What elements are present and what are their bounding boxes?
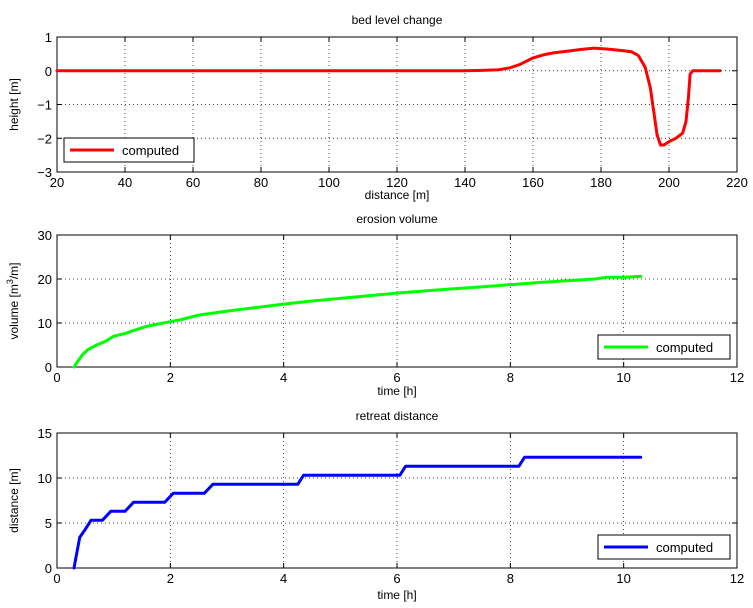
y-axis-label: distance [m] [7,468,21,533]
x-tick-label: 0 [53,571,60,586]
y-tick-label: 20 [38,272,52,287]
series-line-computed [72,455,643,570]
legend: computed [597,334,731,360]
x-axis-label: distance [m] [365,188,430,202]
x-tick-label: 20 [50,175,64,190]
x-tick-label: 180 [590,175,612,190]
series-line-computed [55,46,722,147]
bed-level-chart: 20 40 60 80 100 120 140 160 180 200 220 −3 −2 −1 0 1 bed… [7,13,748,202]
series-line-computed [72,274,643,369]
x-tick-label: 4 [280,571,287,586]
legend-label: computed [656,540,713,555]
x-tick-label: 100 [318,175,340,190]
x-tick-label: 12 [730,571,744,586]
y-tick-label: 0 [45,64,52,79]
y-axis-label: height [m] [7,78,21,131]
x-tick-label: 6 [393,571,400,586]
x-tick-label: 2 [167,571,174,586]
x-tick-label: 40 [118,175,132,190]
legend: computed [63,137,195,163]
y-axis-label-superscript: 3 [5,279,15,284]
x-axis-label: time [h] [377,384,416,398]
x-tick-label: 200 [658,175,680,190]
x-tick-label: 10 [616,370,630,385]
x-tick-label: 220 [726,175,748,190]
legend-label: computed [656,340,713,355]
y-tick-label: 30 [38,228,52,243]
y-tick-label: −1 [37,98,52,113]
x-tick-label: 8 [507,370,514,385]
legend: computed [597,534,731,560]
chart-title: retreat distance [356,409,439,423]
y-tick-label: 0 [45,360,52,375]
x-tick-label: 80 [254,175,268,190]
y-tick-label: −2 [37,131,52,146]
x-tick-label: 160 [522,175,544,190]
x-tick-label: 2 [167,370,174,385]
x-tick-label: 10 [616,571,630,586]
y-axis-label: volume [m3/m] [5,262,21,339]
y-tick-label: 10 [38,316,52,331]
y-tick-label: 5 [45,516,52,531]
x-axis-label: time [h] [377,588,416,602]
x-tick-label: 4 [280,370,287,385]
x-tick-label: 140 [454,175,476,190]
x-tick-label: 0 [53,370,60,385]
retreat-distance-chart: 0 2 4 6 8 10 12 0 5 10 15 retreat distance time [h] d… [7,409,744,602]
y-tick-label: 1 [45,30,52,45]
y-axis-label-main: volume [m [7,284,21,339]
legend-label: computed [122,143,179,158]
erosion-volume-chart: 0 2 4 6 8 10 12 0 10 20 30 erosion volume time [h] vo… [5,212,744,398]
x-tick-label: 8 [507,571,514,586]
y-tick-label: −3 [37,165,52,180]
x-tick-label: 120 [386,175,408,190]
y-axis-label-end: /m] [7,262,21,279]
x-tick-label: 12 [730,370,744,385]
y-tick-label: 10 [38,471,52,486]
chart-title: erosion volume [356,212,438,226]
y-tick-label: 15 [38,426,52,441]
x-tick-label: 6 [393,370,400,385]
chart-title: bed level change [352,13,443,27]
x-tick-label: 60 [186,175,200,190]
y-tick-label: 0 [45,561,52,576]
